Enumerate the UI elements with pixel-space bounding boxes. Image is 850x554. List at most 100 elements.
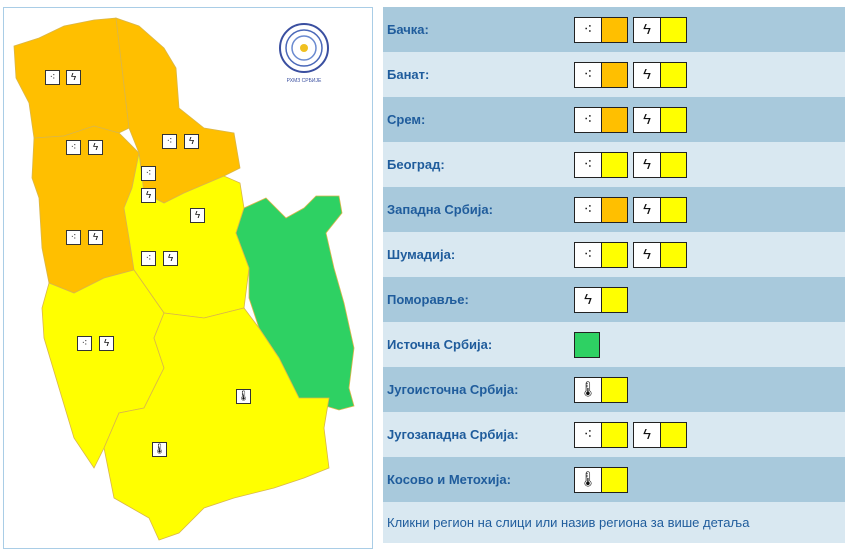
region-name-link[interactable]: Поморавље:	[387, 292, 469, 307]
region-name-link[interactable]: Банат:	[387, 67, 430, 82]
map-region-east	[235, 195, 355, 411]
warning-level-orange	[602, 197, 627, 222]
region-row[interactable]: Југоисточна Србија: 🌡	[383, 367, 845, 412]
warning-level-yellow	[602, 377, 627, 402]
warning-level-orange	[602, 107, 627, 132]
warning-level-orange	[602, 62, 627, 87]
warning-level-yellow	[661, 242, 686, 267]
map-lightning-icon: ϟ	[141, 188, 156, 203]
warning-badge[interactable]: ⁖	[574, 241, 628, 268]
thermometer-icon: 🌡	[575, 467, 602, 492]
map-rain-icon: ⁖	[162, 134, 177, 149]
map-rain-icon: ⁖	[66, 140, 81, 155]
region-row[interactable]: Банат: ⁖ ϟ	[383, 52, 845, 97]
map-lightning-icon: ϟ	[184, 134, 199, 149]
rain-icon: ⁖	[575, 152, 602, 177]
warning-badge[interactable]: ϟ	[633, 241, 687, 268]
region-row[interactable]: Београд: ⁖ ϟ	[383, 142, 845, 187]
svg-text:РХМЗ СРБИЈЕ: РХМЗ СРБИЈЕ	[287, 78, 322, 84]
lightning-icon: ϟ	[634, 152, 661, 177]
warning-badge[interactable]: ϟ	[633, 61, 687, 88]
map-lightning-icon: ϟ	[163, 251, 178, 266]
rain-icon: ⁖	[575, 17, 602, 42]
map-thermometer-icon: 🌡	[152, 442, 167, 457]
rain-icon: ⁖	[575, 242, 602, 267]
lightning-icon: ϟ	[634, 62, 661, 87]
region-row[interactable]: Шумадија: ⁖ ϟ	[383, 232, 845, 277]
warning-badge[interactable]: ϟ	[633, 151, 687, 178]
warning-level-yellow	[661, 197, 686, 222]
warning-badge[interactable]: ⁖	[574, 61, 628, 88]
map-lightning-icon: ϟ	[99, 336, 114, 351]
warning-level-yellow	[661, 422, 686, 447]
region-row[interactable]: Поморавље: ϟ	[383, 277, 845, 322]
footer-hint: Кликни регион на слици или назив региона…	[383, 502, 845, 543]
warning-level-yellow	[602, 422, 627, 447]
warning-badge[interactable]	[574, 331, 600, 358]
map-thermometer-icon: 🌡	[236, 389, 251, 404]
rain-icon: ⁖	[575, 107, 602, 132]
lightning-icon: ϟ	[634, 242, 661, 267]
warning-level-yellow	[602, 152, 627, 177]
lightning-icon: ϟ	[634, 107, 661, 132]
warning-badge[interactable]: ⁖	[574, 16, 628, 43]
warning-level-orange	[602, 17, 627, 42]
region-name-link[interactable]: Косово и Метохија:	[387, 472, 511, 487]
region-warning-table: Бачка: ⁖ ϟ Банат: ⁖ ϟ Срем: ⁖ ϟ Београд: ⁖ ϟ Западна…	[383, 7, 845, 543]
region-name-link[interactable]: Западна Србија:	[387, 202, 493, 217]
region-name-link[interactable]: Југоисточна Србија:	[387, 382, 519, 397]
warning-level-yellow	[661, 152, 686, 177]
warning-badge[interactable]: ϟ	[633, 16, 687, 43]
map-region-south	[103, 307, 330, 541]
region-name-link[interactable]: Београд:	[387, 157, 445, 172]
map-rain-icon: ⁖	[45, 70, 60, 85]
region-row[interactable]: Бачка: ⁖ ϟ	[383, 7, 845, 52]
warning-badge[interactable]: ⁖	[574, 106, 628, 133]
rain-icon: ⁖	[575, 197, 602, 222]
rain-icon: ⁖	[575, 62, 602, 87]
map-rain-icon: ⁖	[141, 251, 156, 266]
warning-badge[interactable]: ϟ	[633, 196, 687, 223]
region-row[interactable]: Источна Србија:	[383, 322, 845, 367]
warning-badge[interactable]: ⁖	[574, 196, 628, 223]
map-lightning-icon: ϟ	[190, 208, 205, 223]
warning-badge[interactable]: ϟ	[574, 286, 628, 313]
region-row[interactable]: Срем: ⁖ ϟ	[383, 97, 845, 142]
lightning-icon: ϟ	[634, 197, 661, 222]
warning-badge[interactable]: ⁖	[574, 151, 628, 178]
warning-level-yellow	[661, 17, 686, 42]
map-lightning-icon: ϟ	[88, 230, 103, 245]
warning-badge[interactable]: 🌡	[574, 376, 628, 403]
region-name-link[interactable]: Бачка:	[387, 22, 429, 37]
warning-level-yellow	[661, 62, 686, 87]
thermometer-icon: 🌡	[575, 377, 602, 402]
region-name-link[interactable]: Источна Србија:	[387, 337, 493, 352]
warning-badge[interactable]: ϟ	[633, 421, 687, 448]
map-lightning-icon: ϟ	[88, 140, 103, 155]
warning-level-yellow	[602, 242, 627, 267]
map-region-srem-west	[31, 125, 140, 294]
map-rain-icon: ⁖	[141, 166, 156, 181]
warning-level-yellow	[602, 287, 627, 312]
lightning-icon: ϟ	[634, 17, 661, 42]
warning-level-green	[575, 332, 599, 357]
warning-level-yellow	[661, 107, 686, 132]
region-name-link[interactable]: Срем:	[387, 112, 426, 127]
warning-badge[interactable]: ϟ	[633, 106, 687, 133]
map-region-banat	[115, 17, 241, 204]
lightning-icon: ϟ	[575, 287, 602, 312]
region-row[interactable]: Западна Србија: ⁖ ϟ	[383, 187, 845, 232]
map-lightning-icon: ϟ	[66, 70, 81, 85]
warning-level-yellow	[602, 467, 627, 492]
region-row[interactable]: Косово и Метохија: 🌡	[383, 457, 845, 502]
map-rain-icon: ⁖	[66, 230, 81, 245]
region-name-link[interactable]: Југозападна Србија:	[387, 427, 519, 442]
region-row[interactable]: Југозападна Србија: ⁖ ϟ	[383, 412, 845, 457]
region-name-link[interactable]: Шумадија:	[387, 247, 456, 262]
rain-icon: ⁖	[575, 422, 602, 447]
warning-map[interactable]: РХМЗ СРБИЈЕ ⁖ ϟ ⁖ ϟ ⁖ ϟ ⁖ ϟ ϟ ⁖ ϟ ⁖ ϟ ⁖ …	[3, 7, 373, 549]
map-rain-icon: ⁖	[77, 336, 92, 351]
warning-badge[interactable]: 🌡	[574, 466, 628, 493]
rhmz-logo: РХМЗ СРБИЈЕ	[279, 23, 329, 84]
warning-badge[interactable]: ⁖	[574, 421, 628, 448]
